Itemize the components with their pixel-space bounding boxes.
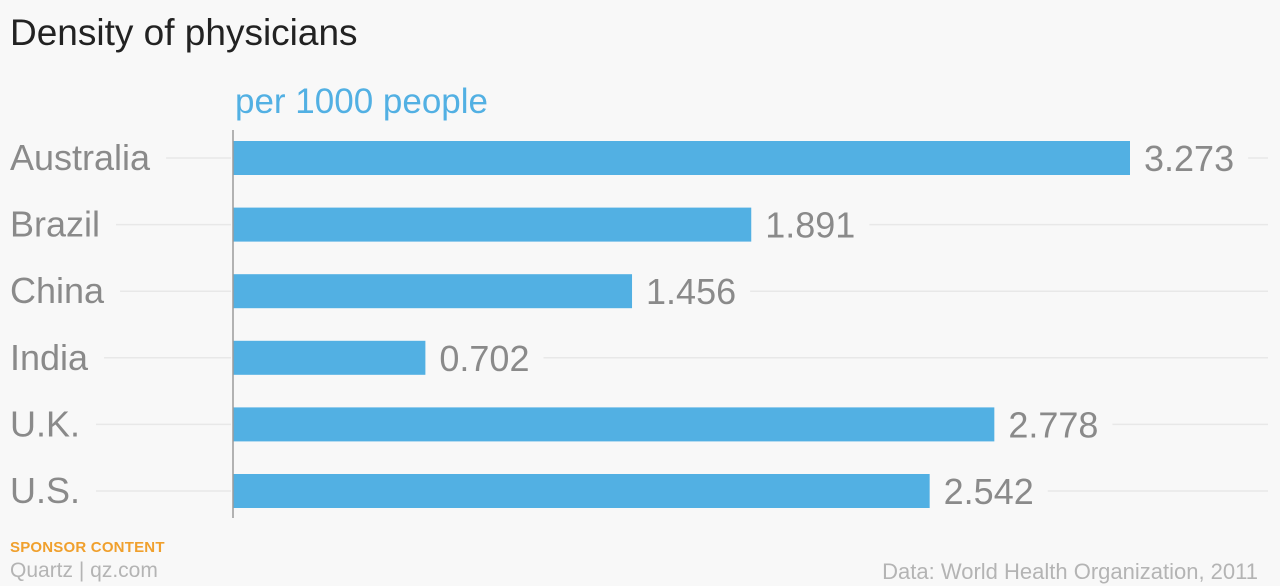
footer-branding: SPONSOR CONTENT Quartz | qz.com bbox=[10, 540, 165, 581]
category-label: China bbox=[10, 270, 105, 311]
value-label: 0.702 bbox=[439, 338, 529, 379]
brand-link[interactable]: Quartz | qz.com bbox=[10, 559, 158, 582]
value-label: 1.891 bbox=[765, 205, 855, 246]
bar bbox=[233, 274, 633, 309]
category-label: Australia bbox=[10, 137, 151, 178]
category-label: India bbox=[10, 337, 89, 378]
value-label: 2.778 bbox=[1008, 404, 1098, 445]
data-source: Data: World Health Organization, 2011 bbox=[882, 559, 1258, 584]
bar bbox=[233, 474, 930, 508]
value-label: 1.456 bbox=[646, 271, 736, 312]
bar bbox=[233, 141, 1130, 175]
bar bbox=[233, 407, 995, 442]
gridlines bbox=[96, 157, 1268, 492]
category-label: Brazil bbox=[10, 204, 100, 245]
category-label: U.S. bbox=[10, 470, 80, 511]
bar bbox=[233, 207, 752, 242]
bars bbox=[233, 141, 1130, 508]
sponsor-label: SPONSOR CONTENT bbox=[10, 539, 165, 556]
category-labels: Australia Brazil China India U.K. U.S. bbox=[10, 137, 151, 511]
category-label: U.K. bbox=[10, 403, 80, 444]
value-label: 2.542 bbox=[944, 471, 1034, 512]
chart-title: Density of physicians bbox=[10, 12, 358, 53]
value-labels: 3.273 1.891 1.456 0.702 2.778 2.542 bbox=[439, 138, 1234, 512]
value-label: 3.273 bbox=[1144, 138, 1234, 179]
chart-subtitle: per 1000 people bbox=[235, 82, 488, 121]
bar bbox=[233, 340, 426, 375]
